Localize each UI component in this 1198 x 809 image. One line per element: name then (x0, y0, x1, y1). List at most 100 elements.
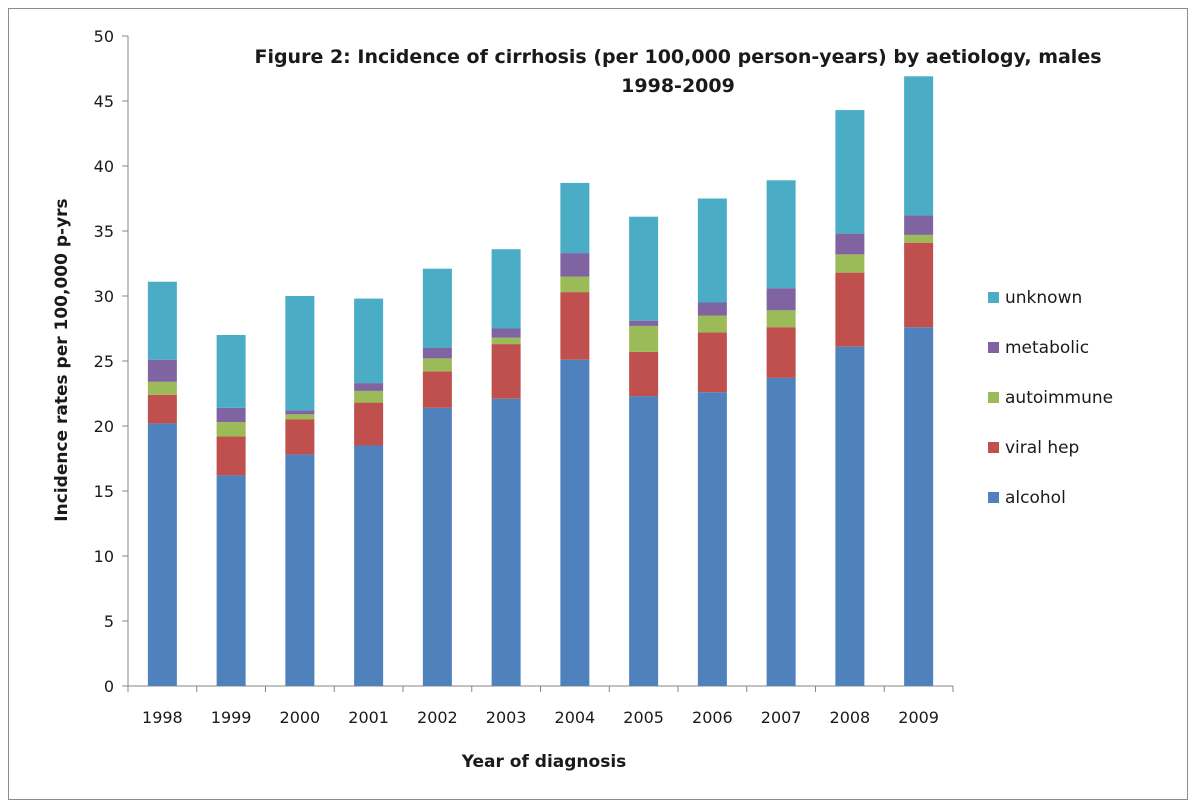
bars (147, 76, 934, 686)
bar-segment-metabolic-2000 (285, 410, 315, 415)
bar-segment-autoimmune-1999 (216, 422, 246, 437)
bar-segment-metabolic-1998 (147, 359, 177, 382)
bar-segment-autoimmune-2003 (491, 337, 521, 345)
legend-label-unknown: unknown (1005, 288, 1082, 308)
bar-segment-metabolic-2004 (560, 253, 590, 277)
y-axis-label: Incidence rates per 100,000 p-yrs (52, 198, 72, 521)
legend-swatch-autoimmune (988, 392, 999, 403)
bar-segment-unknown-2006 (697, 198, 727, 303)
bar-segment-unknown-1998 (147, 281, 177, 360)
x-tick-label: 2007 (761, 708, 802, 727)
x-tick-label: 1999 (211, 708, 252, 727)
bar-segment-metabolic-1999 (216, 407, 246, 423)
y-tick-label: 20 (94, 417, 114, 436)
bar-segment-alcohol-2002 (422, 407, 452, 686)
bar-segment-alcohol-2004 (560, 359, 590, 686)
bar-segment-unknown-2005 (629, 216, 659, 321)
legend-label-metabolic: metabolic (1005, 338, 1089, 358)
x-tick-label: 2008 (830, 708, 871, 727)
legend: unknown metabolic autoimmune viral hep alcoh… (988, 288, 1113, 508)
bar-segment-viral-hep-2000 (285, 419, 315, 455)
y-tick-label: 50 (94, 27, 114, 46)
chart-subtitle: 1998-2009 (621, 75, 735, 97)
bar-segment-viral-hep-2009 (904, 242, 934, 328)
bar-segment-metabolic-2009 (904, 215, 934, 235)
bar-segment-viral-hep-2005 (629, 351, 659, 397)
x-tick-label: 2009 (898, 708, 939, 727)
legend-swatch-metabolic (988, 342, 999, 353)
y-tick-label: 5 (104, 612, 114, 631)
x-tick-label: 2003 (486, 708, 527, 727)
bar-segment-metabolic-2006 (697, 302, 727, 316)
axes (127, 36, 953, 687)
bar-segment-unknown-2004 (560, 182, 590, 254)
x-tick-label: 2004 (555, 708, 596, 727)
bar-segment-unknown-1999 (216, 335, 246, 408)
bar-segment-viral-hep-2007 (766, 327, 796, 378)
bar-segment-alcohol-2005 (629, 396, 659, 686)
x-tick-label: 2001 (348, 708, 389, 727)
bar-segment-viral-hep-2008 (835, 272, 865, 347)
bar-segment-metabolic-2002 (422, 348, 452, 359)
legend-swatch-unknown (988, 292, 999, 303)
y-tick-label: 35 (94, 222, 114, 241)
bar-segment-unknown-2000 (285, 296, 315, 411)
bar-segment-alcohol-2003 (491, 398, 521, 686)
y-axis-ticks: 0 5 10 15 20 25 30 35 40 45 50 (94, 27, 128, 696)
legend-swatch-alcohol (988, 492, 999, 503)
y-tick-label: 10 (94, 547, 114, 566)
bar-segment-autoimmune-2008 (835, 254, 865, 273)
bar-segment-autoimmune-2001 (354, 390, 384, 403)
x-tick-label: 2002 (417, 708, 458, 727)
bar-segment-metabolic-2007 (766, 288, 796, 311)
stacked-bar-chart: 0 5 10 15 20 25 30 35 40 45 50 1998 1999 2000 2001 200… (52, 27, 1113, 772)
bar-segment-unknown-2001 (354, 298, 384, 384)
x-axis-ticks: 1998 1999 2000 2001 2002 2003 2004 2005 2006 2007… (127, 686, 954, 727)
x-tick-label: 2000 (280, 708, 321, 727)
bar-segment-autoimmune-1998 (147, 381, 177, 395)
bar-segment-autoimmune-2000 (285, 414, 315, 420)
bar-segment-autoimmune-2007 (766, 310, 796, 328)
bar-segment-alcohol-2006 (697, 392, 727, 686)
y-tick-label: 30 (94, 287, 114, 306)
bar-segment-alcohol-2001 (354, 445, 384, 686)
bar-segment-metabolic-2008 (835, 233, 865, 255)
bar-segment-alcohol-2007 (766, 377, 796, 686)
bar-segment-autoimmune-2004 (560, 276, 590, 293)
x-tick-label: 2005 (623, 708, 664, 727)
bar-segment-alcohol-2000 (285, 454, 315, 686)
bar-segment-alcohol-2009 (904, 327, 934, 686)
bar-segment-viral-hep-2002 (422, 371, 452, 408)
y-tick-label: 40 (94, 157, 114, 176)
bar-segment-unknown-2002 (422, 268, 452, 348)
bar-segment-metabolic-2003 (491, 328, 521, 338)
bar-segment-viral-hep-2003 (491, 344, 521, 399)
bar-segment-autoimmune-2006 (697, 315, 727, 333)
legend-label-alcohol: alcohol (1005, 488, 1066, 508)
legend-swatch-viral-hep (988, 442, 999, 453)
x-axis-label: Year of diagnosis (461, 752, 627, 772)
y-tick-label: 0 (104, 677, 114, 696)
chart-frame: 0 5 10 15 20 25 30 35 40 45 50 1998 1999 2000 2001 200… (8, 8, 1188, 800)
bar-segment-autoimmune-2009 (904, 234, 934, 243)
y-tick-label: 15 (94, 482, 114, 501)
bar-segment-viral-hep-2006 (697, 332, 727, 393)
x-tick-label: 1998 (142, 708, 183, 727)
bar-segment-alcohol-1998 (147, 423, 177, 686)
legend-label-viral-hep: viral hep (1005, 438, 1079, 458)
bar-segment-alcohol-2008 (835, 346, 865, 686)
bar-segment-viral-hep-2001 (354, 402, 384, 446)
y-tick-label: 25 (94, 352, 114, 371)
legend-label-autoimmune: autoimmune (1005, 388, 1113, 408)
bar-segment-autoimmune-2002 (422, 358, 452, 372)
bar-segment-alcohol-1999 (216, 475, 246, 686)
bar-segment-metabolic-2005 (629, 320, 659, 326)
bar-segment-viral-hep-2004 (560, 292, 590, 360)
bar-segment-unknown-2003 (491, 249, 521, 329)
y-tick-label: 45 (94, 92, 114, 111)
bar-segment-unknown-2009 (904, 76, 934, 216)
bar-segment-autoimmune-2005 (629, 325, 659, 352)
bar-segment-viral-hep-1999 (216, 436, 246, 476)
bar-segment-metabolic-2001 (354, 383, 384, 391)
bar-segment-unknown-2007 (766, 180, 796, 289)
